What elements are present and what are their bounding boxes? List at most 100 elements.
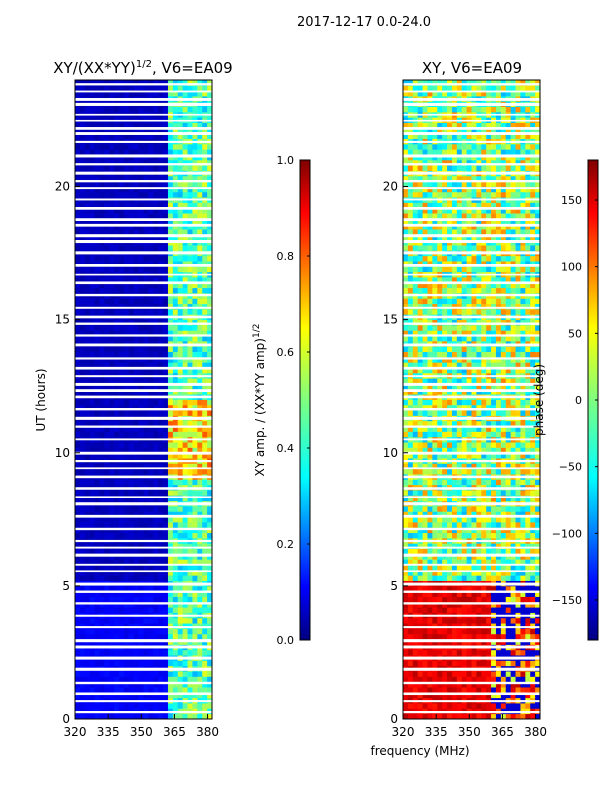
amplitude-heatmap-cell (207, 575, 213, 581)
amplitude-heatmap-cell (143, 553, 149, 560)
amplitude-heatmap-cell (197, 165, 203, 171)
phase-heatmap-cell (481, 479, 487, 486)
phase-heatmap-cell (437, 564, 443, 571)
amplitude-heatmap-cell (89, 133, 95, 139)
amplitude-heatmap-cell (104, 506, 110, 512)
amplitude-heatmap-cell (104, 543, 110, 549)
amplitude-heatmap-cell (158, 506, 164, 512)
amplitude-heatmap-cell (104, 245, 110, 251)
amplitude-heatmap-cell (94, 426, 100, 432)
amplitude-heatmap-cell (128, 298, 135, 305)
amplitude-heatmap-cell (172, 564, 179, 571)
amplitude-heatmap-cell (133, 490, 139, 496)
amplitude-heatmap-cell (167, 207, 174, 214)
phase-heatmap-cell (422, 649, 428, 656)
phase-heatmap-cell (535, 649, 541, 656)
amplitude-heatmap-cell (128, 165, 135, 171)
amplitude-heatmap-cell (75, 713, 81, 720)
amplitude-heatmap-cell (153, 623, 159, 629)
amplitude-heatmap-cell (187, 159, 193, 166)
phase-heatmap-cell (525, 569, 531, 576)
amplitude-heatmap-cell (133, 564, 139, 571)
amplitude-heatmap-cell (84, 671, 91, 677)
amplitude-heatmap-cell (119, 287, 125, 294)
phase-heatmap-cell (486, 575, 492, 581)
phase-heatmap-cell (442, 628, 448, 635)
amplitude-heatmap-cell (148, 181, 154, 187)
phase-heatmap-cell (466, 633, 472, 640)
amplitude-heatmap-cell (89, 495, 95, 502)
amplitude-heatmap-cell (177, 463, 184, 470)
phase-heatmap-cell (403, 527, 409, 534)
phase-heatmap-cell (530, 703, 536, 709)
amplitude-heatmap-cell (158, 245, 164, 251)
phase-heatmap-cell (481, 527, 487, 534)
phase-heatmap-cell (491, 516, 497, 523)
amplitude-heatmap-cell (128, 681, 135, 688)
amplitude-heatmap-cell (75, 633, 81, 640)
phase-heatmap-cell (437, 559, 443, 565)
amplitude-heatmap-cell (89, 287, 95, 294)
phase-heatmap-cell (432, 516, 438, 523)
amplitude-heatmap-cell (182, 559, 188, 565)
amplitude-heatmap-cell (94, 607, 100, 613)
amplitude-flagged-row (75, 306, 212, 309)
amplitude-heatmap-cell (202, 585, 208, 592)
amplitude-heatmap-cell (99, 633, 105, 640)
phase-heatmap-cell (403, 585, 409, 592)
amplitude-heatmap-cell (207, 681, 213, 688)
amplitude-heatmap-cell (128, 149, 135, 155)
phase-heatmap-cell (476, 575, 482, 581)
amplitude-heatmap-cell (163, 346, 169, 352)
phase-heatmap-cell (447, 511, 453, 518)
amplitude-heatmap-cell (133, 351, 139, 358)
phase-heatmap-cell (520, 681, 526, 688)
phase-heatmap-cell (471, 553, 477, 560)
amplitude-heatmap-cell (75, 399, 81, 406)
amplitude-heatmap-cell (143, 383, 149, 390)
amplitude-heatmap-cell (197, 410, 203, 416)
phase-heatmap-cell (525, 601, 531, 608)
amplitude-heatmap-cell (114, 490, 120, 496)
phase-heatmap-cell (407, 495, 414, 502)
amplitude-heatmap-cell (153, 85, 159, 92)
amplitude-heatmap-cell (99, 479, 105, 486)
amplitude-heatmap-cell (133, 511, 139, 518)
amplitude-heatmap-cell (182, 213, 188, 219)
amplitude-heatmap-cell (119, 234, 125, 241)
phase-heatmap-cell (417, 575, 423, 581)
amplitude-heatmap-cell (75, 287, 81, 294)
phase-heatmap-cell (412, 617, 419, 624)
phase-heatmap-cell (500, 447, 507, 454)
amplitude-heatmap-cell (79, 527, 86, 534)
amplitude-heatmap-cell (158, 85, 164, 92)
phase-heatmap-cell (456, 559, 463, 565)
amplitude-heatmap-cell (158, 548, 164, 555)
phase-heatmap-cell (412, 671, 419, 677)
phase-heatmap-cell (461, 447, 467, 454)
amplitude-heatmap-cell (153, 335, 159, 342)
amplitude-heatmap-cell (158, 191, 164, 198)
amplitude-heatmap-cell (148, 559, 154, 565)
amplitude-heatmap-cell (79, 596, 86, 603)
phase-heatmap-cell (476, 442, 482, 448)
amplitude-heatmap-cell (177, 207, 184, 214)
amplitude-heatmap-cell (202, 564, 208, 571)
phase-heatmap-cell (442, 495, 448, 502)
amplitude-heatmap-cell (79, 324, 86, 331)
amplitude-heatmap-cell (99, 245, 105, 251)
amplitude-heatmap-cell (114, 133, 120, 139)
amplitude-heatmap-cell (109, 660, 115, 667)
amplitude-heatmap-cell (143, 106, 149, 113)
amplitude-heatmap-cell (163, 234, 169, 241)
amplitude-heatmap-cell (177, 399, 184, 406)
amplitude-heatmap-cell (197, 628, 203, 635)
amplitude-heatmap-cell (75, 80, 81, 86)
amplitude-heatmap-cell (202, 543, 208, 549)
amplitude-heatmap-cell (172, 479, 179, 486)
phase-heatmap-cell (432, 495, 438, 502)
amplitude-heatmap-cell (148, 159, 154, 166)
amplitude-heatmap-cell (143, 218, 149, 225)
amplitude-heatmap-cell (79, 543, 86, 549)
amplitude-heatmap-cell (104, 106, 110, 113)
